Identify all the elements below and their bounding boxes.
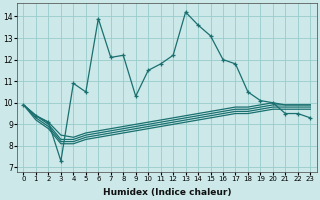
X-axis label: Humidex (Indice chaleur): Humidex (Indice chaleur) [103,188,231,197]
